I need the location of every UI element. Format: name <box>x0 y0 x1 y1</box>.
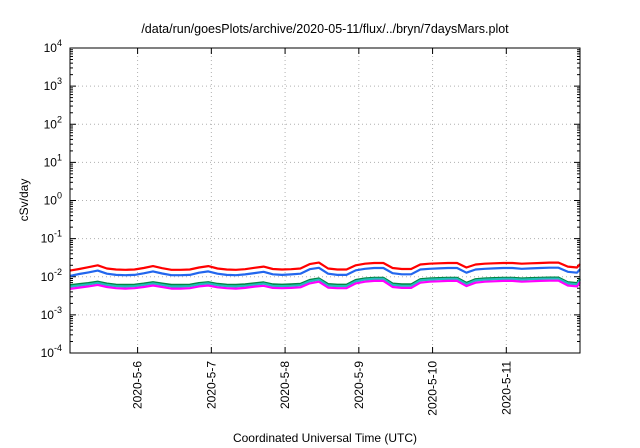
x-tick-label: 2020-5-8 <box>278 361 292 409</box>
y-tick-exponent: 2 <box>57 114 62 124</box>
x-axis: 2020-5-6 2020-5-7 2020-5-8 2020-5-9 2020-5-1… <box>131 48 513 416</box>
series-line <box>69 266 581 277</box>
y-tick-exponent: 0 <box>57 191 62 201</box>
x-tick-label: 2020-5-11 <box>499 361 513 415</box>
y-tick-base: 10 <box>44 41 58 55</box>
y-tick-exponent: -1 <box>54 229 62 239</box>
y-tick-label: 10-2 <box>41 267 62 284</box>
series-line <box>69 261 581 272</box>
x-tick-label: 2020-5-6 <box>131 361 145 409</box>
y-tick-label: 10-3 <box>41 305 62 322</box>
x-tick-label: 2020-5-10 <box>426 361 440 416</box>
y-tick-exponent: 3 <box>57 76 62 86</box>
y-tick-label: 100 <box>44 191 62 208</box>
y-tick-label: 10-1 <box>41 229 62 246</box>
y-tick-base: 10 <box>44 79 58 93</box>
y-tick-exponent: -3 <box>54 305 62 315</box>
y-tick-base: 10 <box>41 232 55 246</box>
chart-title: /data/run/goesPlots/archive/2020-05-11/f… <box>141 22 509 36</box>
series-line <box>69 277 581 288</box>
series-group <box>69 261 581 290</box>
y-tick-base: 10 <box>41 346 55 360</box>
y-tick-base: 10 <box>44 117 58 131</box>
y-tick-base: 10 <box>44 194 58 208</box>
y-tick-exponent: 4 <box>57 38 62 48</box>
y-tick-base: 10 <box>44 155 58 169</box>
y-tick-exponent: 1 <box>57 152 62 162</box>
x-axis-label: Coordinated Universal Time (UTC) <box>233 431 417 445</box>
y-tick-exponent: -4 <box>54 343 62 353</box>
y-tick-base: 10 <box>41 270 55 284</box>
y-tick-exponent: -2 <box>54 267 62 277</box>
x-tick-label: 2020-5-7 <box>204 361 218 409</box>
grid <box>70 48 580 353</box>
series-line <box>69 279 581 290</box>
y-tick-label: 102 <box>44 114 62 131</box>
y-tick-label: 101 <box>44 152 62 169</box>
y-tick-base: 10 <box>41 308 55 322</box>
plot-frame <box>69 47 581 354</box>
y-tick-label: 104 <box>44 38 62 55</box>
x-tick-label: 2020-5-9 <box>352 361 366 409</box>
y-axis-label: cSv/day <box>17 179 31 222</box>
y-tick-label: 10-4 <box>41 343 62 360</box>
y-tick-label: 103 <box>44 76 62 93</box>
